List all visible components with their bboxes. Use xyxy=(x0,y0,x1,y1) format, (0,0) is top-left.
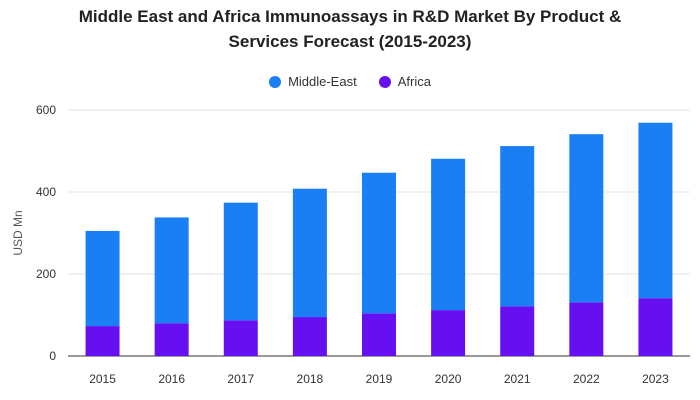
bar-africa-2018 xyxy=(292,317,327,356)
x-tick-label: 2023 xyxy=(642,372,669,386)
y-tick-label: 400 xyxy=(36,185,56,199)
y-tick-label: 200 xyxy=(36,267,56,281)
bar-middle-east-2021 xyxy=(500,146,535,307)
y-axis-label: USD Mn xyxy=(11,210,25,255)
legend-item-africa[interactable]: Africa xyxy=(378,74,431,89)
x-tick-label: 2022 xyxy=(573,372,600,386)
bar-africa-2016 xyxy=(154,323,189,356)
bar-middle-east-2023 xyxy=(638,122,673,299)
bar-middle-east-2016 xyxy=(154,217,189,324)
x-tick-label: 2020 xyxy=(435,372,462,386)
chart-title: Middle East and Africa Immunoassays in R… xyxy=(0,4,700,54)
chart-legend: Middle-East Africa xyxy=(0,74,700,89)
y-tick-label: 0 xyxy=(49,349,56,363)
x-tick-label: 2016 xyxy=(158,372,185,386)
bar-middle-east-2015 xyxy=(85,230,120,327)
bar-africa-2020 xyxy=(431,310,466,356)
x-tick-label: 2018 xyxy=(297,372,324,386)
chart-title-line-2: Services Forecast (2015-2023) xyxy=(228,32,472,51)
x-tick-label: 2019 xyxy=(366,372,393,386)
bar-africa-2019 xyxy=(362,313,396,356)
bar-africa-2021 xyxy=(500,306,535,356)
y-tick-label: 600 xyxy=(36,103,56,117)
x-tick-label: 2015 xyxy=(89,372,116,386)
legend-swatch-middle-east xyxy=(269,75,282,88)
bar-middle-east-2017 xyxy=(223,202,258,321)
bar-africa-2023 xyxy=(638,298,673,356)
bar-middle-east-2022 xyxy=(569,134,604,303)
bar-middle-east-2020 xyxy=(431,158,466,311)
bar-middle-east-2019 xyxy=(362,172,396,314)
legend-item-middle-east[interactable]: Middle-East xyxy=(269,74,357,89)
x-tick-label: 2021 xyxy=(504,372,531,386)
bar-africa-2015 xyxy=(85,326,120,356)
legend-label-middle-east: Middle-East xyxy=(288,74,357,89)
bar-middle-east-2018 xyxy=(292,188,327,318)
x-tick-label: 2017 xyxy=(227,372,254,386)
chart-title-line-1: Middle East and Africa Immunoassays in R… xyxy=(78,7,622,26)
bar-africa-2017 xyxy=(223,320,258,356)
legend-swatch-africa xyxy=(378,75,391,88)
bar-africa-2022 xyxy=(569,302,604,356)
legend-label-africa: Africa xyxy=(397,74,431,89)
